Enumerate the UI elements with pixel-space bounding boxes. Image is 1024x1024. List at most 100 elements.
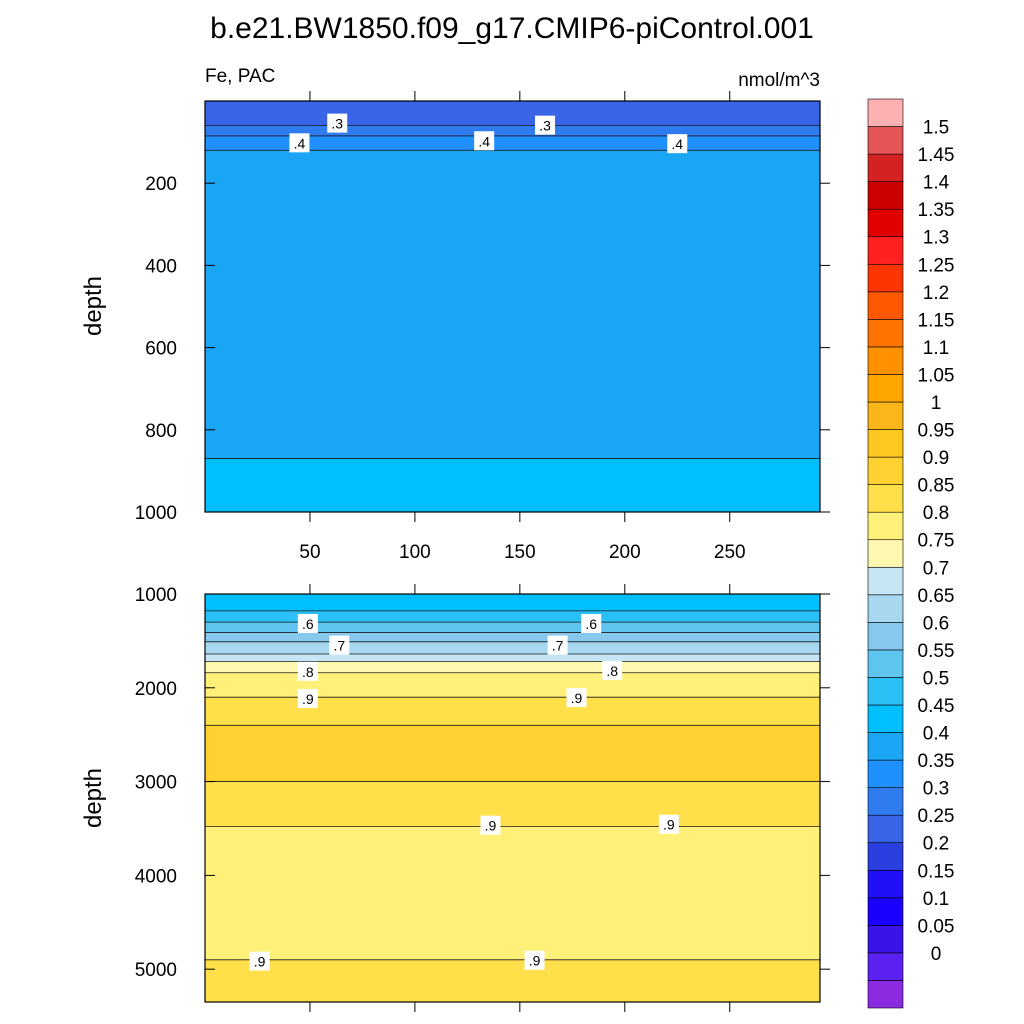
colorbar-label: 0.3 — [923, 779, 949, 800]
contour-label: .7 — [547, 635, 568, 655]
contour-label-text: .8 — [606, 663, 618, 679]
colorbar-segment — [867, 511, 904, 541]
field-band — [205, 594, 820, 611]
x-tick-label: 100 — [399, 542, 431, 563]
contour-label-box — [547, 635, 568, 655]
contour-label-text: .9 — [302, 691, 314, 707]
colorbar-segment — [867, 594, 904, 623]
contour-label: .4 — [474, 131, 495, 151]
colorbar-label: 1.4 — [923, 173, 950, 194]
contour-label-box — [289, 133, 310, 153]
colorbar-label: 0 — [931, 944, 942, 965]
upper-left-label: Fe, PAC — [205, 66, 275, 87]
colorbar-segment — [867, 374, 904, 403]
field-band — [205, 697, 820, 726]
colorbar-label: 0.85 — [918, 476, 955, 497]
y-tick-label: 4000 — [135, 866, 177, 887]
colorbar-label: 0.1 — [923, 889, 949, 910]
colorbar-label: 0.2 — [923, 834, 949, 855]
colorbar-segment — [867, 153, 904, 182]
colorbar-label: 1.45 — [918, 145, 955, 166]
contour-label-box — [297, 661, 318, 681]
chart-title: b.e21.BW1850.f09_g17.CMIP6-piControl.001 — [210, 12, 814, 45]
field-band — [205, 781, 820, 827]
field-band — [205, 101, 820, 126]
colorbar-label: 1.25 — [918, 255, 955, 276]
contour-label: .6 — [581, 614, 602, 634]
colorbar-segment — [867, 925, 904, 954]
colorbar-segment — [867, 952, 904, 981]
lower-y-axis-label: depth — [80, 768, 107, 828]
field-band — [205, 135, 820, 151]
colorbar-segment — [867, 208, 904, 238]
y-tick-label: 5000 — [135, 960, 177, 981]
colorbar-label: 1.05 — [918, 365, 955, 386]
y-tick-label: 200 — [145, 174, 177, 195]
contour-label-box — [329, 635, 350, 655]
y-tick-label: 600 — [145, 339, 177, 360]
colorbar-segment — [867, 897, 904, 926]
contour-label-box — [249, 951, 270, 971]
contour-label-box — [535, 115, 556, 135]
colorbar-segment — [867, 401, 904, 430]
contour-label: .9 — [249, 951, 270, 971]
colorbar-label: 0.6 — [923, 613, 949, 634]
contour-label-box — [566, 688, 587, 708]
field-band — [205, 641, 820, 655]
x-tick-label: 200 — [609, 542, 641, 563]
contour-label-text: .3 — [539, 118, 551, 134]
upper-right-label: nmol/m^3 — [738, 70, 820, 91]
field-band — [205, 959, 820, 1002]
contour-label-text: .9 — [529, 953, 541, 969]
y-tick-label: 1000 — [135, 585, 177, 606]
colorbar-label: 0.75 — [918, 531, 955, 552]
field-band — [205, 125, 820, 136]
contour-label: .3 — [327, 113, 348, 133]
upper-panel: 200 400 600 800 1000 50 100 150 200 250 .3 .3 .4 .4 .4 — [135, 91, 830, 563]
colorbar-label: 1 — [931, 393, 942, 414]
colorbar-segment — [867, 346, 904, 375]
contour-label-text: .7 — [552, 638, 564, 654]
field-band — [205, 458, 820, 512]
contour-label-text: .9 — [254, 954, 266, 970]
contour-label-box — [474, 131, 495, 151]
colorbar-segment — [867, 649, 904, 678]
y-tick-label: 1000 — [135, 503, 177, 524]
colorbar-segment — [867, 869, 904, 899]
contour-label-text: .4 — [294, 135, 306, 151]
contour-label-text: .4 — [478, 133, 490, 149]
colorbar-label: 1.5 — [923, 118, 949, 139]
colorbar-segment — [867, 842, 904, 871]
colorbar-segment — [867, 98, 904, 127]
colorbar-label: 1.2 — [923, 283, 949, 304]
colorbar-segment — [867, 429, 904, 458]
colorbar-segment — [867, 677, 904, 706]
plot-frame — [204, 593, 821, 1003]
y-tick-label: 3000 — [135, 773, 177, 794]
y-tick-label: 800 — [145, 421, 177, 442]
contour-label-text: .6 — [585, 616, 597, 632]
contour-label-text: .6 — [302, 616, 314, 632]
lower-panel: 1000 2000 3000 4000 5000 .6 .6 .7 .7 .8 .8 .9 .9 .9 .9… — [135, 584, 830, 1012]
field-band — [205, 725, 820, 782]
contour-label: .9 — [566, 688, 587, 708]
contour-label-text: .4 — [671, 136, 683, 152]
y-tick-label: 400 — [145, 256, 177, 277]
contour-label: .9 — [658, 814, 679, 834]
x-tick-label: 250 — [714, 542, 746, 563]
colorbar-segment — [867, 814, 904, 844]
contour-label-box — [524, 950, 545, 970]
colorbar-label: 0.95 — [918, 421, 955, 442]
contour-label: .7 — [329, 635, 350, 655]
y-tick-label: 2000 — [135, 679, 177, 700]
contour-label-box — [297, 614, 318, 634]
colorbar-label: 1.15 — [918, 310, 955, 331]
colorbar-segment — [867, 539, 904, 568]
x-tick-label: 150 — [504, 542, 536, 563]
colorbar-label: 0.35 — [918, 751, 955, 772]
contour-label-text: .8 — [302, 664, 314, 680]
colorbar-label: 0.05 — [918, 916, 955, 937]
colorbar-segment — [867, 236, 904, 265]
contour-label-box — [480, 815, 501, 835]
contour-label-box — [602, 660, 623, 680]
